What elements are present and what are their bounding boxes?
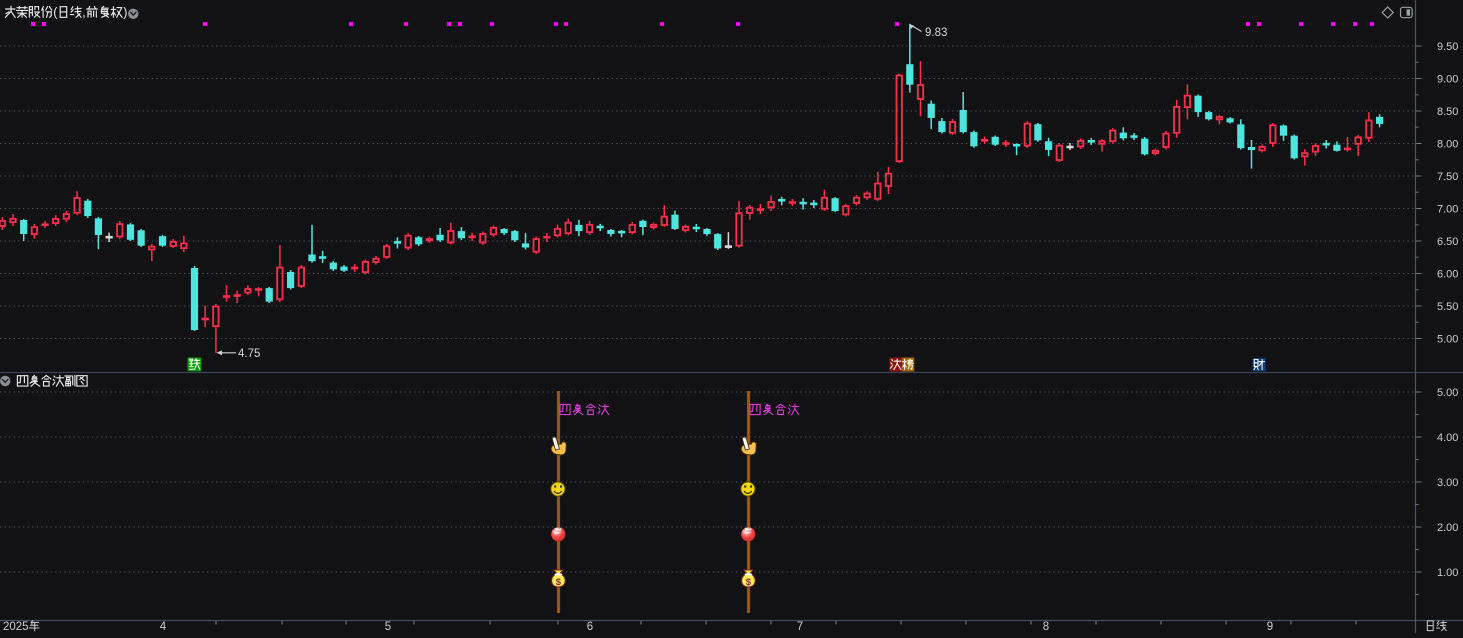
- svg-text:3.00: 3.00: [1437, 477, 1458, 489]
- svg-text:$: $: [746, 577, 752, 588]
- svg-text:9.00: 9.00: [1437, 74, 1458, 86]
- svg-text:9.50: 9.50: [1437, 41, 1458, 53]
- svg-text:7.50: 7.50: [1437, 171, 1458, 183]
- svg-text:9.83: 9.83: [925, 27, 947, 39]
- svg-text:8: 8: [1043, 621, 1049, 633]
- svg-text:$: $: [556, 577, 562, 588]
- svg-text:4: 4: [160, 621, 167, 633]
- svg-text:6: 6: [587, 621, 593, 633]
- svg-text:2025: 2025: [3, 621, 29, 633]
- svg-text:6.50: 6.50: [1437, 236, 1458, 248]
- svg-text:8.50: 8.50: [1437, 106, 1458, 118]
- svg-text:7: 7: [797, 621, 803, 633]
- svg-text:4.00: 4.00: [1437, 432, 1458, 444]
- svg-text:): ): [123, 5, 127, 19]
- svg-text:7.00: 7.00: [1437, 204, 1458, 216]
- svg-text:5.50: 5.50: [1437, 301, 1458, 313]
- svg-text:8.00: 8.00: [1437, 139, 1458, 151]
- svg-text:1.00: 1.00: [1437, 567, 1458, 579]
- svg-text:9: 9: [1267, 621, 1273, 633]
- svg-text:4.75: 4.75: [238, 348, 260, 360]
- svg-text:2.00: 2.00: [1437, 522, 1458, 534]
- svg-text:5.00: 5.00: [1437, 387, 1458, 399]
- svg-text:,: ,: [82, 5, 85, 19]
- svg-text:6.00: 6.00: [1437, 269, 1458, 281]
- svg-text:5: 5: [385, 621, 391, 633]
- svg-text:5.00: 5.00: [1437, 334, 1458, 346]
